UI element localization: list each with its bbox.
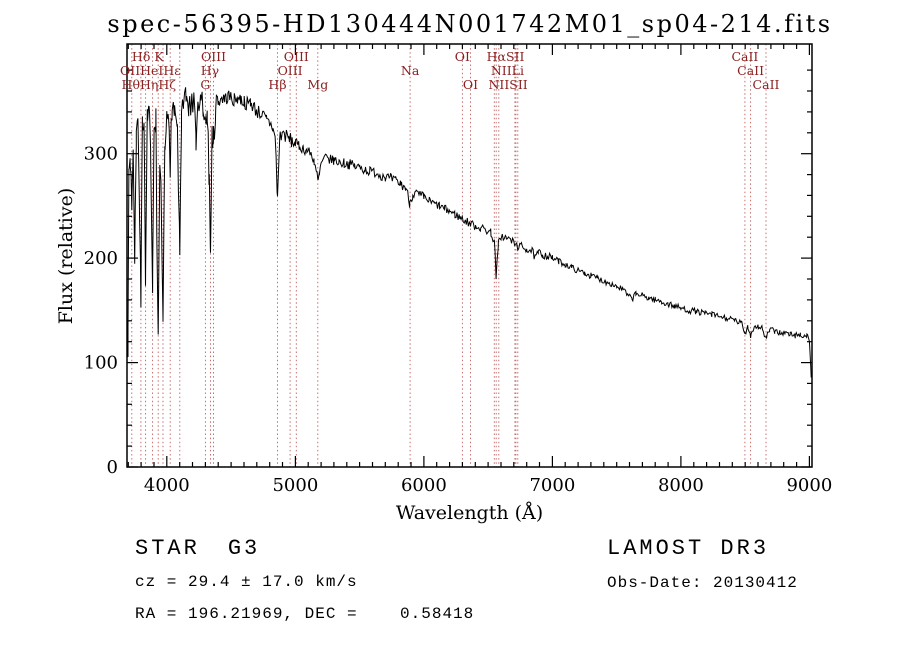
svg-text:8000: 8000 [658,475,704,496]
svg-text:CaII: CaII [753,77,780,92]
svg-text:CaII: CaII [737,63,764,78]
object-class-line: STAR G3 [135,536,260,561]
figure-title: spec-56395-HD130444N001742M01_sp04-214.f… [107,10,833,38]
x-axis-label: Wavelength (Å) [395,502,544,524]
svg-text:G: G [200,77,210,92]
svg-text:Hβ: Hβ [268,77,286,92]
svg-text:OI: OI [463,77,478,92]
svg-text:5000: 5000 [272,475,318,496]
svg-text:300: 300 [84,144,118,165]
svg-text:CaII: CaII [731,49,758,64]
svg-text:6000: 6000 [401,475,447,496]
svg-text:OI: OI [455,49,470,64]
cz-value: cz = 29.4 ± 17.0 km/s [135,573,358,591]
svg-text:100: 100 [84,353,118,374]
svg-text:0: 0 [107,457,118,478]
y-axis-label: Flux (relative) [55,187,77,325]
svg-text:Na: Na [401,63,420,78]
ra-dec-value: RA = 196.21969, DEC = 0.58418 [135,605,475,623]
svg-text:200: 200 [84,248,118,269]
svg-text:Mg: Mg [307,77,328,92]
svg-text:Hγ: Hγ [201,63,219,78]
svg-text:OIII: OIII [284,49,309,64]
svg-text:4000: 4000 [144,475,190,496]
svg-text:NIILi: NIILi [491,63,524,78]
svg-text:HθHηHζ: HθHηHζ [122,77,177,92]
svg-text:7000: 7000 [529,475,575,496]
svg-text:OIIHeIHε: OIIHeIHε [120,63,181,78]
svg-text:OIII: OIII [278,63,303,78]
svg-text:NIISII: NIISII [488,77,527,92]
obs-date: Obs-Date: 20130412 [607,574,798,592]
object-subclass: G3 [227,536,261,561]
svg-text:Hδ K: Hδ K [132,49,164,64]
svg-text:HαSII: HαSII [487,49,525,64]
svg-text:9000: 9000 [786,475,832,496]
svg-text:OIII: OIII [201,49,226,64]
object-class: STAR [135,536,200,561]
survey-release: LAMOST DR3 [607,536,770,561]
